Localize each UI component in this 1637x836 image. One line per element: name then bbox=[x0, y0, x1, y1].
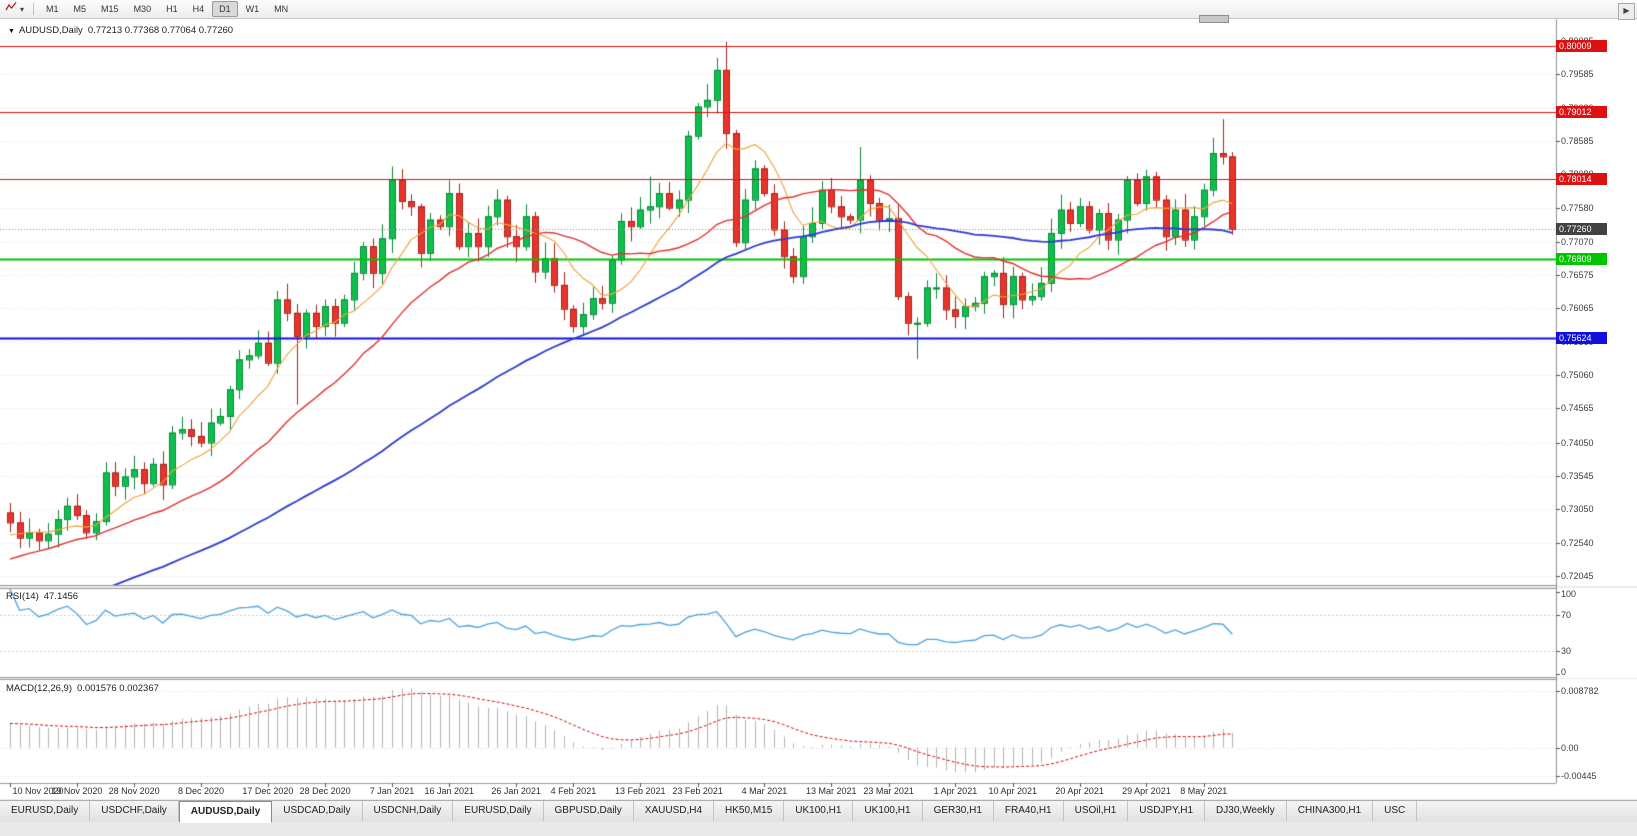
timeframe-button-m30[interactable]: M30 bbox=[133, 4, 152, 14]
timeframe-button-w1[interactable]: W1 bbox=[245, 4, 260, 14]
symbol-tab-gbpusd-daily[interactable]: GBPUSD,Daily bbox=[544, 801, 634, 821]
rsi-value: 47.1456 bbox=[43, 591, 79, 602]
symbol-tab-fra40-h1[interactable]: FRA40,H1 bbox=[994, 801, 1064, 821]
indicator-zigzag-icon bbox=[5, 0, 17, 18]
timeframe-button-mn[interactable]: MN bbox=[274, 4, 289, 14]
chevron-down-icon[interactable]: ▾ bbox=[20, 4, 25, 14]
line-studies-button[interactable]: ▾ bbox=[3, 0, 28, 18]
symbol-tab-usdcnh-daily[interactable]: USDCNH,Daily bbox=[363, 801, 454, 821]
chart-ohlc-values: 0.77213 0.77368 0.77064 0.77260 bbox=[87, 25, 234, 36]
symbol-tab-xauusd-h4[interactable]: XAUUSD,H4 bbox=[634, 801, 715, 821]
timeframe-button-m15[interactable]: M15 bbox=[101, 4, 119, 14]
timeframe-toolbar: ▾ M1 M5 M15 M30 H1 H4 D1 W1 MN bbox=[0, 0, 1637, 19]
timeframe-buttons: M1 M5 M15 M30 H1 H4 D1 W1 MN bbox=[39, 1, 295, 17]
symbol-tab-audusd-daily[interactable]: AUDUSD,Daily bbox=[178, 801, 273, 823]
symbol-tab-eurusd-daily[interactable]: EURUSD,Daily bbox=[0, 801, 91, 821]
tabs-scroll-right-icon[interactable]: ▶ bbox=[1618, 3, 1635, 20]
macd-indicator-label: MACD(12,26,9) 0.001576 0.002367 bbox=[6, 683, 159, 694]
rsi-indicator-label: RSI(14) 47.1456 bbox=[6, 591, 78, 602]
timeframe-button-m1[interactable]: M1 bbox=[46, 4, 59, 14]
symbol-tab-eurusd-daily[interactable]: EURUSD,Daily bbox=[453, 801, 544, 821]
toolbar-separator bbox=[33, 3, 35, 15]
symbol-tab-usdchf-daily[interactable]: USDCHF,Daily bbox=[90, 801, 179, 821]
symbol-tab-usdjpy-h1[interactable]: USDJPY,H1 bbox=[1128, 801, 1206, 821]
rsi-name: RSI(14) bbox=[6, 591, 39, 602]
symbol-tab-bar: EURUSD,Daily USDCHF,Daily AUDUSD,Daily USDC… bbox=[0, 800, 1637, 823]
symbol-tab-uk100-h1[interactable]: UK100,H1 bbox=[853, 801, 923, 821]
symbol-tab-china300-h1[interactable]: CHINA300,H1 bbox=[1287, 801, 1374, 821]
chart-title: ▼ AUDUSD,Daily 0.77213 0.77368 0.77064 0.7… bbox=[8, 25, 233, 36]
symbol-tab-uk100-h1[interactable]: UK100,H1 bbox=[784, 801, 854, 821]
chart-symbol-period: AUDUSD,Daily bbox=[18, 25, 83, 36]
symbol-tab-ger30-h1[interactable]: GER30,H1 bbox=[923, 801, 994, 821]
symbol-tab-usc[interactable]: USC bbox=[1373, 801, 1418, 821]
macd-values: 0.001576 0.002367 bbox=[77, 683, 159, 694]
timeframe-button-h4[interactable]: H4 bbox=[192, 4, 205, 14]
symbol-tab-hk50-m15[interactable]: HK50,M15 bbox=[714, 801, 785, 821]
chart-scrollbar-thumb[interactable] bbox=[1199, 15, 1229, 23]
symbol-tab-dj30-weekly[interactable]: DJ30,Weekly bbox=[1205, 801, 1287, 821]
price-chart-canvas[interactable] bbox=[0, 0, 1637, 800]
timeframe-button-m5[interactable]: M5 bbox=[73, 4, 87, 14]
symbol-tab-usoil-h1[interactable]: USOil,H1 bbox=[1064, 801, 1129, 821]
symbol-tab-usdcad-daily[interactable]: USDCAD,Daily bbox=[272, 801, 363, 821]
timeframe-button-h1[interactable]: H1 bbox=[166, 4, 178, 14]
macd-name: MACD(12,26,9) bbox=[6, 683, 72, 694]
chart-dropdown-icon[interactable]: ▼ bbox=[8, 28, 15, 35]
timeframe-button-d1[interactable]: D1 bbox=[212, 1, 238, 17]
